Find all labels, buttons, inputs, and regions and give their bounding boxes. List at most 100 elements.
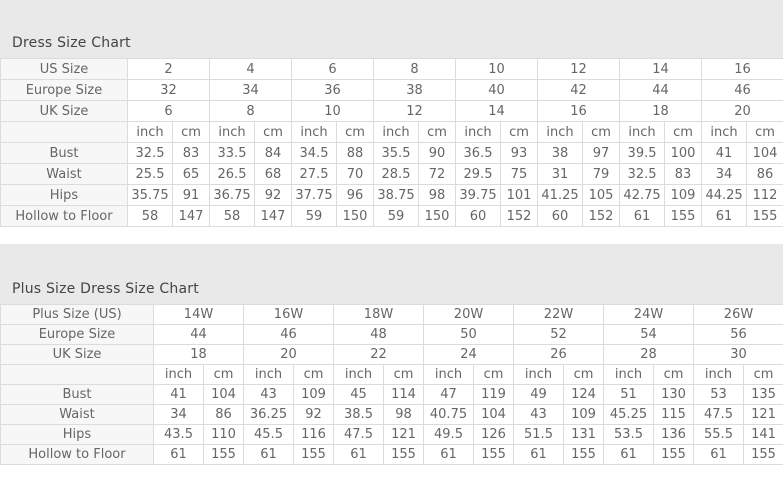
inch-value-cell: 55.5: [693, 424, 744, 445]
size-chart-body: Plus Size (US) 14W 16W 18W 20W 22W 24W 26W Europ…: [0, 304, 783, 465]
size-value-cell: 14: [619, 58, 703, 80]
inch-value-cell: 27.5: [291, 163, 337, 185]
size-value-cell: 22W: [513, 304, 604, 325]
inch-value-cell: 33.5: [209, 142, 255, 164]
size-value-cell: 12: [537, 58, 621, 80]
cm-value-cell: 83: [172, 142, 210, 164]
unit-cm-cell: cm: [746, 121, 783, 143]
cm-value-cell: 152: [499, 205, 539, 227]
unit-inch-cell: inch: [127, 121, 173, 143]
size-value-cell: 46: [243, 324, 334, 345]
size-value-cell: 50: [423, 324, 514, 345]
cm-value-cell: 109: [293, 384, 334, 405]
measure-row: Waist 25.5 65 26.5 68 27.5 70 28.5 72 29.5 75 31 79 3…: [0, 163, 783, 185]
inch-value-cell: 45.25: [603, 404, 654, 425]
row-label-cell: Europe Size: [0, 79, 128, 101]
size-value-cell: 14W: [153, 304, 244, 325]
cm-value-cell: 126: [473, 424, 514, 445]
inch-value-cell: 45.5: [243, 424, 294, 445]
unit-cm-cell: cm: [254, 121, 292, 143]
unit-cm-cell: cm: [336, 121, 374, 143]
size-value-cell: 30: [693, 344, 783, 365]
inch-value-cell: 61: [153, 444, 204, 465]
inch-value-cell: 61: [423, 444, 474, 465]
inch-value-cell: 36.25: [243, 404, 294, 425]
inch-value-cell: 31: [537, 163, 584, 185]
size-row: UK Size 18 20 22 24 26 28 30: [0, 344, 783, 365]
cm-value-cell: 93: [499, 142, 539, 164]
cm-value-cell: 155: [203, 444, 244, 465]
inch-value-cell: 53.5: [603, 424, 654, 445]
plus-size-chart-table: Plus Size (US) 14W 16W 18W 20W 22W 24W 26W Europ…: [0, 304, 783, 465]
measure-row: Bust 32.5 83 33.5 84 34.5 88 35.5 90 36.5 93 38 97 39…: [0, 142, 783, 164]
cm-value-cell: 121: [743, 404, 783, 425]
size-value-cell: 16: [701, 58, 783, 80]
inch-value-cell: 58: [127, 205, 173, 227]
row-label-cell: Waist: [0, 404, 154, 425]
size-value-cell: 20: [701, 100, 783, 122]
cm-value-cell: 150: [336, 205, 374, 227]
row-label-cell: Waist: [0, 163, 128, 185]
size-value-cell: 24: [423, 344, 514, 365]
cm-value-cell: 98: [383, 404, 424, 425]
size-value-cell: 4: [209, 58, 292, 80]
row-label-cell: Hollow to Floor: [0, 444, 154, 465]
unit-inch-cell: inch: [693, 364, 744, 385]
inch-value-cell: 34: [701, 163, 748, 185]
unit-inch-cell: inch: [243, 364, 294, 385]
inch-value-cell: 47.5: [693, 404, 744, 425]
size-value-cell: 16: [537, 100, 621, 122]
measure-row: Hips 43.5 110 45.5 116 47.5 121 49.5 126 51.5 131 5…: [0, 424, 783, 445]
unit-cm-cell: cm: [172, 121, 210, 143]
unit-cm-cell: cm: [582, 121, 621, 143]
cm-value-cell: 155: [383, 444, 424, 465]
inch-value-cell: 59: [291, 205, 337, 227]
inch-value-cell: 35.5: [373, 142, 419, 164]
cm-value-cell: 135: [743, 384, 783, 405]
inch-value-cell: 58: [209, 205, 255, 227]
cm-value-cell: 155: [563, 444, 604, 465]
unit-corner-cell: [0, 121, 128, 143]
cm-value-cell: 150: [418, 205, 456, 227]
size-value-cell: 18: [153, 344, 244, 365]
row-label-cell: Hollow to Floor: [0, 205, 128, 227]
unit-corner-cell: [0, 364, 154, 385]
inch-value-cell: 43: [513, 404, 564, 425]
cm-value-cell: 98: [418, 184, 456, 206]
cm-value-cell: 109: [563, 404, 604, 425]
cm-value-cell: 155: [664, 205, 703, 227]
size-value-cell: 44: [619, 79, 703, 101]
cm-value-cell: 131: [563, 424, 604, 445]
dress-size-chart-title: Dress Size Chart: [12, 35, 131, 51]
unit-inch-cell: inch: [701, 121, 748, 143]
unit-cm-cell: cm: [418, 121, 456, 143]
inch-value-cell: 43.5: [153, 424, 204, 445]
cm-value-cell: 83: [664, 163, 703, 185]
cm-value-cell: 96: [336, 184, 374, 206]
inch-value-cell: 36.5: [455, 142, 501, 164]
cm-value-cell: 97: [582, 142, 621, 164]
size-value-cell: 40: [454, 79, 539, 101]
cm-value-cell: 115: [653, 404, 694, 425]
size-value-cell: 44: [153, 324, 244, 345]
unit-cm-cell: cm: [203, 364, 244, 385]
inch-value-cell: 41: [153, 384, 204, 405]
cm-value-cell: 92: [254, 184, 292, 206]
size-row: Europe Size 32 34 36 38 40 42 44 46: [0, 79, 783, 101]
cm-value-cell: 79: [582, 163, 621, 185]
inch-value-cell: 41: [701, 142, 748, 164]
inch-value-cell: 59: [373, 205, 419, 227]
inch-value-cell: 35.75: [127, 184, 173, 206]
size-value-cell: 24W: [603, 304, 694, 325]
size-value-cell: 26W: [693, 304, 783, 325]
inch-value-cell: 51.5: [513, 424, 564, 445]
inch-value-cell: 25.5: [127, 163, 173, 185]
size-chart-body: US Size 2 4 6 8 10 12 14 16 Europe Size 32 34 36 38 40…: [0, 58, 783, 227]
size-value-cell: 48: [333, 324, 424, 345]
size-value-cell: 2: [127, 58, 210, 80]
unit-inch-cell: inch: [209, 121, 255, 143]
inch-value-cell: 61: [701, 205, 748, 227]
cm-value-cell: 155: [473, 444, 514, 465]
inch-value-cell: 41.25: [537, 184, 584, 206]
size-value-cell: 46: [701, 79, 783, 101]
